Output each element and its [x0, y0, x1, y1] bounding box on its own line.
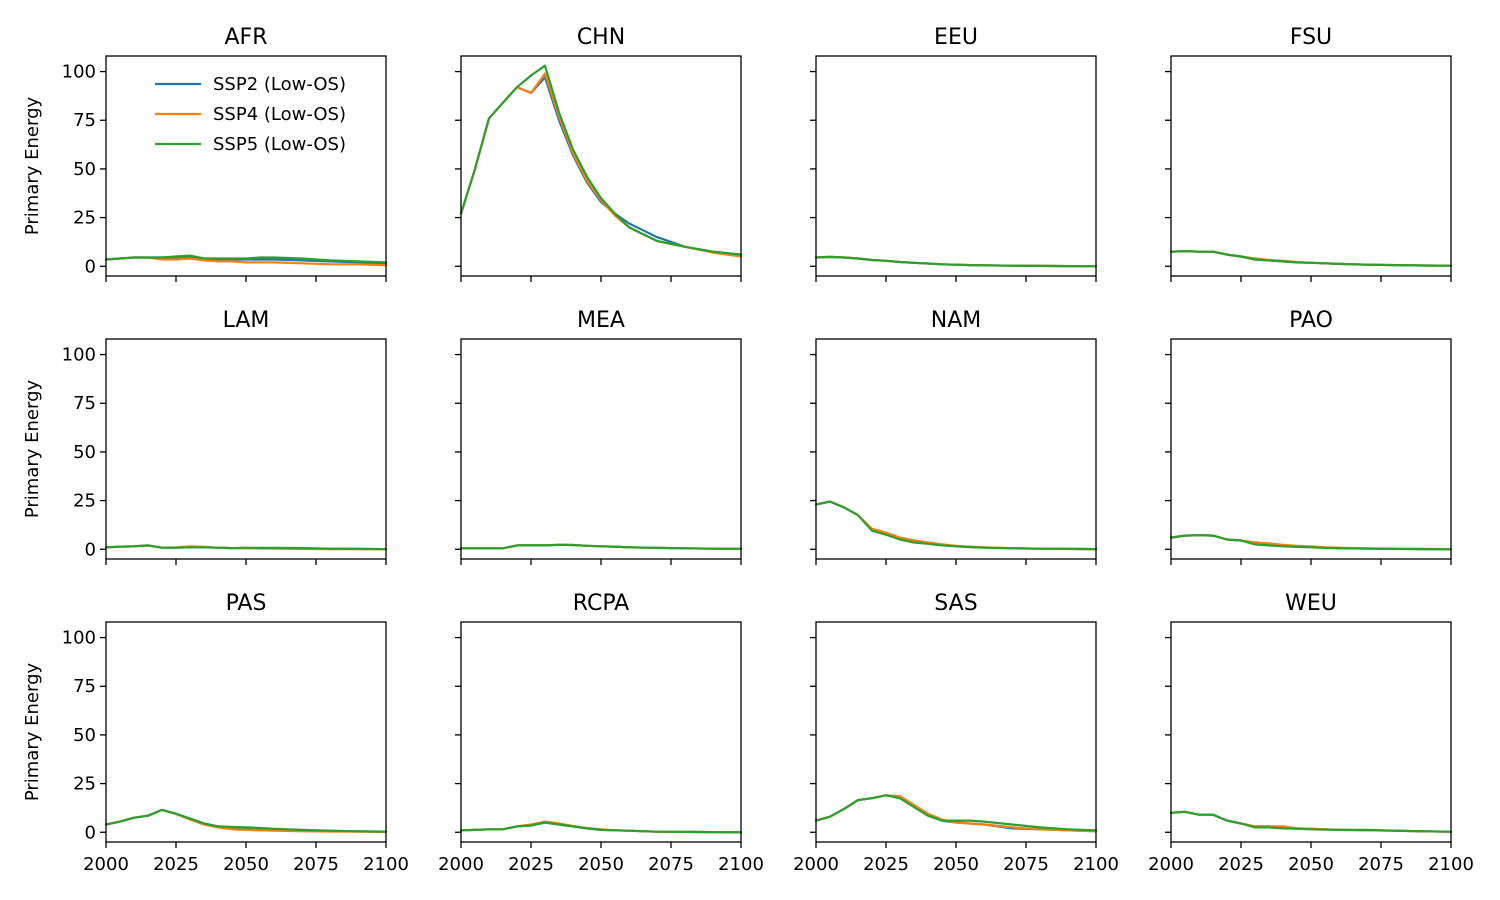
panel-lam: LAM 0 25 50 75 100 Primary Energy	[22, 308, 388, 565]
y-tick-label: 0	[85, 256, 96, 277]
panel-title: MEA	[577, 308, 625, 333]
y-axis-label: Primary Energy	[22, 380, 43, 519]
panel-eeu: EEU	[810, 25, 1098, 282]
panel-title: PAO	[1289, 308, 1333, 333]
series-line-nam-1	[814, 500, 1098, 551]
x-tick-label: 2075	[1003, 854, 1049, 875]
panel-chn: CHN	[455, 25, 743, 282]
axes-frame	[815, 621, 1097, 843]
axes-frame	[1170, 621, 1452, 843]
series-line-chn-2	[459, 72, 743, 258]
axes-frame	[815, 338, 1097, 560]
axes-frame	[105, 338, 387, 560]
y-tick-label: 25	[73, 208, 96, 229]
y-tick-label: 100	[62, 628, 96, 649]
x-tick-label: 2050	[1288, 854, 1334, 875]
panel-weu: WEU 2000 2025 2050 2075 2100	[1148, 591, 1474, 875]
legend-label: SSP5 (Low-OS)	[213, 134, 346, 155]
axes-frame	[460, 338, 742, 560]
panel-title: RCPA	[573, 591, 629, 616]
panel-title: AFR	[225, 25, 268, 50]
series-line-pao-3	[1169, 534, 1453, 551]
y-tick-label: 75	[73, 110, 96, 131]
axes-frame	[460, 621, 742, 843]
panel-title: LAM	[223, 308, 270, 333]
panel-pao: PAO	[1165, 308, 1453, 565]
series-line-afr-3	[104, 254, 388, 264]
series-line-nam-2	[814, 500, 1098, 551]
axes-frame	[105, 621, 387, 843]
panel-title: WEU	[1285, 591, 1337, 616]
y-tick-label: 25	[73, 774, 96, 795]
x-tick-label: 2000	[83, 854, 129, 875]
y-tick-label: 25	[73, 491, 96, 512]
panel-title: FSU	[1290, 25, 1332, 50]
y-tick-label: 0	[85, 539, 96, 560]
x-tick-label: 2075	[648, 854, 694, 875]
x-tick-label: 2025	[153, 854, 199, 875]
series-line-eeu-3	[814, 255, 1098, 268]
x-tick-label: 2050	[578, 854, 624, 875]
panel-pas: PAS 0 25 50 75 100 2000 2025 2050 2075 2100 Primary…	[22, 591, 409, 875]
panel-title: SAS	[934, 591, 977, 616]
x-tick-label: 2100	[1428, 854, 1474, 875]
y-tick-label: 100	[62, 345, 96, 366]
series-line-rcpa-3	[459, 821, 743, 834]
y-tick-label: 100	[62, 62, 96, 83]
panel-afr: AFR 0 25 50 75 100 Primary Energy SSP2 (Low-OS)…	[22, 25, 388, 282]
y-tick-label: 50	[73, 725, 96, 746]
x-tick-label: 2100	[718, 854, 764, 875]
x-tick-label: 2050	[223, 854, 269, 875]
series-line-nam-3	[814, 500, 1098, 551]
series-line-weu-3	[1169, 810, 1453, 833]
series-line-fsu-3	[1169, 250, 1453, 267]
x-tick-label: 2000	[438, 854, 484, 875]
x-tick-label: 2000	[793, 854, 839, 875]
x-tick-label: 2075	[1358, 854, 1404, 875]
panel-title: EEU	[934, 25, 978, 50]
series-line-pas-3	[104, 808, 388, 833]
legend: SSP2 (Low-OS) SSP4 (Low-OS) SSP5 (Low-OS)	[155, 74, 346, 155]
panel-rcpa: RCPA 2000 2025 2050 2075 2100	[438, 591, 764, 875]
panel-mea: MEA	[455, 308, 743, 565]
series-line-sas-3	[814, 794, 1098, 832]
y-axis-label: Primary Energy	[22, 663, 43, 802]
panel-title: NAM	[931, 308, 982, 333]
panel-fsu: FSU	[1165, 25, 1453, 282]
series-line-lam-3	[104, 544, 388, 551]
panel-nam: NAM	[810, 308, 1098, 565]
axes-frame	[460, 55, 742, 277]
y-tick-label: 75	[73, 676, 96, 697]
legend-label: SSP4 (Low-OS)	[213, 104, 346, 125]
x-tick-label: 2025	[1218, 854, 1264, 875]
series-line-chn-3	[459, 64, 743, 256]
panel-sas: SAS 2000 2025 2050 2075 2100	[793, 591, 1119, 875]
x-tick-label: 2075	[293, 854, 339, 875]
x-tick-label: 2025	[508, 854, 554, 875]
axes-frame	[1170, 55, 1452, 277]
y-tick-label: 0	[85, 822, 96, 843]
axes-frame	[1170, 338, 1452, 560]
series-line-mea-3	[459, 543, 743, 551]
x-tick-label: 2025	[863, 854, 909, 875]
y-axis-label: Primary Energy	[22, 97, 43, 236]
x-tick-label: 2100	[1073, 854, 1119, 875]
x-tick-label: 2100	[363, 854, 409, 875]
y-tick-label: 50	[73, 159, 96, 180]
axes-frame	[815, 55, 1097, 277]
panel-title: PAS	[226, 591, 267, 616]
y-tick-label: 75	[73, 393, 96, 414]
y-tick-label: 50	[73, 442, 96, 463]
panel-title: CHN	[577, 25, 625, 50]
x-tick-label: 2050	[933, 854, 979, 875]
legend-label: SSP2 (Low-OS)	[213, 74, 346, 95]
x-tick-label: 2000	[1148, 854, 1194, 875]
